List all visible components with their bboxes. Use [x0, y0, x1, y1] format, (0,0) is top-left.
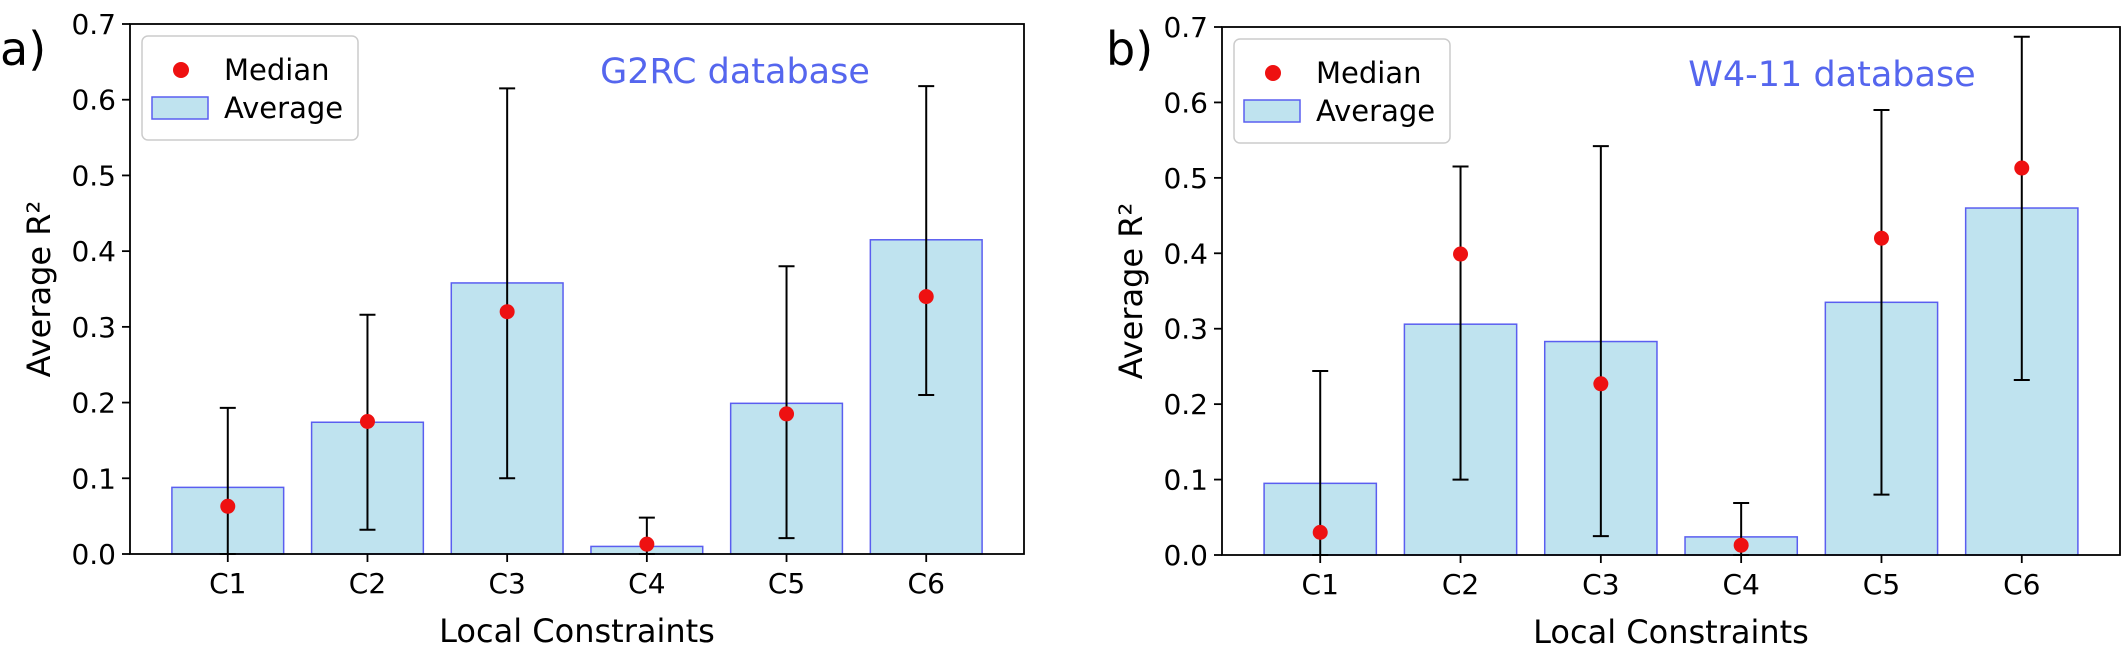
errorbar-C3: [1592, 145, 1609, 538]
x-tick-label: C3: [1582, 568, 1619, 601]
x-axis-label: Local Constraints: [439, 612, 715, 650]
legend: Median Average: [1233, 38, 1451, 144]
x-tick-label: C5: [768, 567, 805, 600]
median-point-C1: [1312, 524, 1328, 540]
y-tick-label: 0.7: [71, 8, 116, 41]
chart-panel-b: b) 0.0 0.1 0.2 0.3 0.4 0.5 0.6 0.7 C1 C2 C3 C4 C5 C6 L…: [1092, 0, 2128, 669]
y-tick-label: 0.6: [1163, 86, 1208, 119]
database-annotation: W4-11 database: [1688, 55, 1975, 95]
x-tick-label: C2: [1442, 568, 1479, 601]
median-point-C2: [359, 414, 375, 429]
database-annotation: G2RC database: [600, 52, 870, 92]
legend: Median Average: [141, 35, 359, 141]
chart-svg: 0.0 0.1 0.2 0.3 0.4 0.5 0.6 0.7 C1 C2 C3 C4 C5 C6 Loca…: [1112, 11, 2121, 651]
chart-panel-a: a) 0.0 0.1 0.2 0.3 0.4 0.5 0.6 0.7 C1 C2 C3 C4 C5 C6 L…: [0, 0, 1040, 669]
median-point-C3: [1593, 376, 1609, 392]
y-tick-label: 0.0: [71, 538, 116, 571]
median-point-C4: [1733, 537, 1749, 553]
y-tick-label: 0.3: [1163, 313, 1208, 346]
errorbar-C5: [778, 265, 795, 540]
x-tick-label: C4: [628, 567, 665, 600]
x-tick-label: C6: [2003, 568, 2040, 601]
plot-frame: [1221, 26, 2121, 556]
legend-average-label: Average: [1316, 94, 1435, 128]
x-tick-label: C5: [1863, 568, 1900, 601]
panel-label: a): [0, 22, 47, 76]
median-point-C5: [779, 406, 795, 422]
legend-average-label: Average: [224, 91, 343, 125]
plot-frame: [129, 23, 1025, 555]
y-tick-label: 0.5: [71, 159, 116, 192]
x-tick-label: C3: [488, 567, 525, 600]
x-tick-label: C4: [1722, 568, 1759, 601]
errorbar-C5: [1873, 108, 1890, 496]
errorbar-C6: [918, 85, 935, 396]
y-tick-label: 0.2: [71, 387, 116, 420]
y-tick-label: 0.2: [1163, 388, 1208, 421]
median-point-C6: [2014, 160, 2030, 176]
median-point-C2: [1453, 246, 1469, 262]
y-tick-label: 0.6: [71, 84, 116, 117]
y-tick-label: 0.1: [71, 462, 116, 495]
y-tick-label: 0.5: [1163, 162, 1208, 195]
errorbar-C6: [2013, 35, 2030, 382]
y-tick-label: 0.3: [71, 311, 116, 344]
y-tick-label: 0.7: [1163, 11, 1208, 44]
y-axis-label: Average R²: [20, 201, 58, 378]
median-point-C1: [220, 498, 236, 514]
panel-label: b): [1106, 22, 1154, 76]
y-tick-label: 0.0: [1163, 539, 1208, 572]
legend-average-swatch: [1243, 99, 1301, 123]
legend-median-label: Median: [224, 53, 329, 87]
y-tick-label: 0.4: [1163, 237, 1208, 270]
median-point-C5: [1873, 230, 1889, 246]
chart-svg: 0.0 0.1 0.2 0.3 0.4 0.5 0.6 0.7 C1 C2 C3 C4 C5 C6 Loca…: [20, 8, 1025, 650]
median-point-C4: [639, 536, 655, 552]
legend-median-marker: [1265, 65, 1281, 81]
x-tick-label: C6: [908, 567, 945, 600]
x-axis-label: Local Constraints: [1533, 613, 1809, 651]
y-axis-label: Average R²: [1112, 203, 1150, 380]
errorbar-C2: [1452, 165, 1469, 481]
x-tick-label: C1: [209, 567, 246, 600]
x-tick-label: C1: [1302, 568, 1339, 601]
legend-median-label: Median: [1316, 56, 1421, 90]
y-tick-label: 0.1: [1163, 464, 1208, 497]
median-point-C3: [499, 304, 515, 320]
errorbar-C3: [499, 87, 516, 480]
x-tick-label: C2: [349, 567, 386, 600]
y-tick-label: 0.4: [71, 235, 116, 268]
legend-median-marker: [173, 62, 189, 78]
median-point-C6: [918, 289, 934, 305]
legend-average-swatch: [151, 96, 209, 120]
